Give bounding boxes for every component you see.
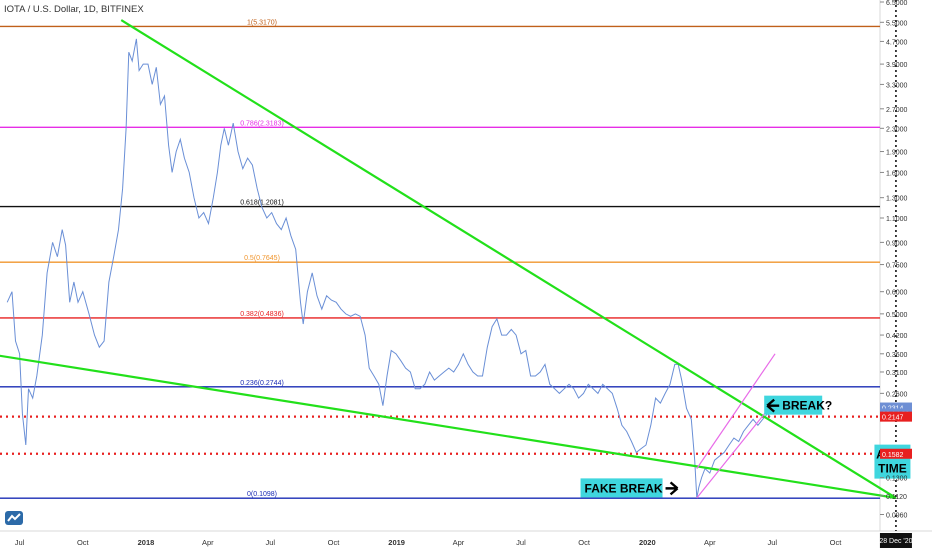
fib-level-label: 0.786(2.3183) (240, 120, 284, 127)
fib-level-label: 1(5.3170) (247, 19, 277, 26)
x-tick-label: 2019 (388, 538, 405, 547)
y-tick-label: 3.9000 (886, 62, 908, 69)
x-tick-label: Apr (453, 538, 465, 547)
trendline (0, 354, 897, 500)
y-tick-label: 0.3600 (886, 352, 908, 359)
x-tick-label: Jul (15, 538, 25, 547)
y-tick-label: 2.7000 (886, 107, 908, 114)
x-tick-label: Oct (830, 538, 843, 547)
annotation-callout: BREAK? (764, 395, 832, 415)
annotation-callout: FAKE BREAK (580, 478, 679, 498)
channel-line (696, 400, 776, 499)
price-label-box (880, 402, 912, 413)
y-tick-label: 0.0960 (886, 512, 908, 519)
x-tick-label: 2020 (639, 538, 656, 547)
callout-box (764, 395, 823, 415)
callout-box (580, 478, 663, 498)
x-tick-label: Jul (265, 538, 275, 547)
x-tick-label: Apr (202, 538, 214, 547)
fib-level-label: 0(0.1098) (247, 491, 277, 498)
plot-area (0, 0, 880, 531)
date-marker-label: 28 Dec '20 (879, 538, 912, 545)
x-tick-label: Oct (77, 538, 90, 547)
price-axis-bg (880, 0, 932, 531)
y-tick-label: 1.9000 (886, 150, 908, 157)
callout-text: FAKE BREAK (585, 481, 663, 495)
y-tick-label: 0.9000 (886, 240, 908, 247)
fib-level-label: 0.382(0.4836) (240, 311, 284, 318)
y-tick-label: 0.6000 (886, 290, 908, 297)
y-tick-label: 5.5000 (886, 20, 908, 27)
chart-title: IOTA / U.S. Dollar, 1D, BITFINEX (4, 4, 144, 15)
fib-level-label: 0.5(0.7645) (244, 255, 280, 262)
price-label-box (880, 448, 912, 459)
y-tick-label: 2.3000 (886, 126, 908, 133)
y-tick-label: 1.3000 (886, 196, 908, 203)
y-tick-label: 0.1120 (886, 494, 907, 501)
price-label-text: 0.1582 (882, 452, 904, 459)
y-tick-label: 4.7000 (886, 39, 908, 46)
fib-level-label: 0.618(1.2081) (240, 200, 284, 207)
price-series-line (6, 38, 771, 498)
right-arrow-icon (665, 481, 679, 496)
price-label-text: 0.2147 (882, 415, 904, 422)
fib-level-label: 0.236(0.2744) (240, 380, 284, 387)
trendline (120, 19, 897, 499)
tradingview-logo (5, 511, 23, 525)
x-tick-label: Jul (768, 538, 778, 547)
x-tick-label: 2018 (138, 538, 155, 547)
callout-text: BREAK? (782, 399, 832, 413)
y-tick-label: 0.4200 (886, 333, 908, 340)
y-tick-label: 6.5000 (886, 0, 908, 7)
x-tick-label: Apr (704, 538, 716, 547)
price-label-box (880, 411, 912, 422)
y-tick-label: 1.1000 (886, 216, 908, 223)
y-tick-label: 3.3000 (886, 82, 908, 89)
x-tick-label: Oct (328, 538, 341, 547)
y-tick-label: 0.1300 (886, 476, 908, 483)
y-tick-label: 0.7500 (886, 263, 908, 270)
x-tick-label: Jul (516, 538, 526, 547)
y-tick-label: 0.5000 (886, 312, 908, 319)
left-arrow-icon (766, 398, 780, 413)
y-tick-label: 0.3100 (886, 370, 908, 377)
x-tick-label: Oct (578, 538, 591, 547)
y-tick-label: 0.2600 (886, 391, 908, 398)
channel-line (696, 353, 776, 469)
date-marker-box (879, 533, 912, 548)
y-tick-label: 1.6000 (886, 170, 908, 177)
